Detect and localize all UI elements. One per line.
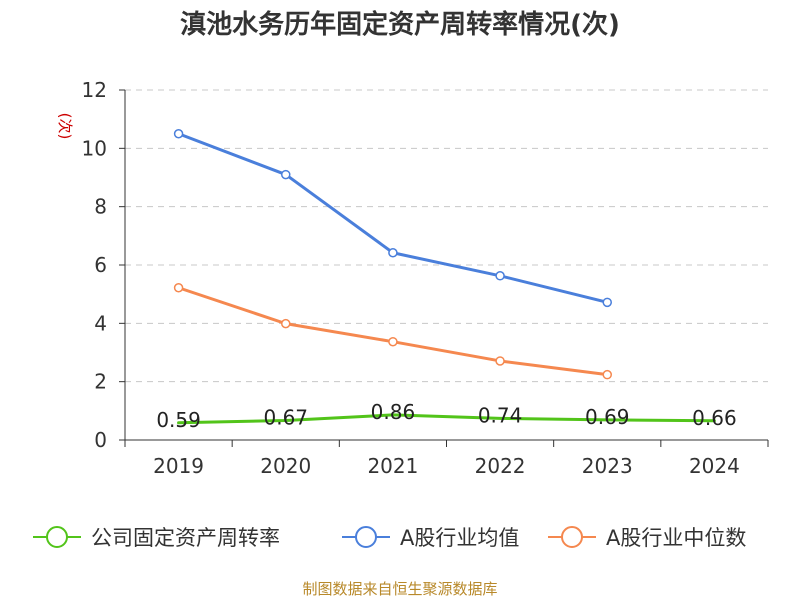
data-label: 0.69 [585,405,630,429]
x-tick-label: 2021 [367,454,418,478]
data-label: 0.59 [156,408,201,432]
y-tick-label: 8 [94,195,107,219]
data-label: 0.74 [478,403,523,427]
legend-marker-icon [355,526,377,548]
y-tick-label: 2 [94,370,107,394]
chart-title: 滇池水务历年固定资产周转率情况(次) [180,10,620,40]
x-tick-label: 2023 [582,454,633,478]
legend-label: 公司固定资产周转率 [91,526,280,550]
grid-lines [125,89,768,383]
y-tick-label: 6 [94,253,107,277]
legend-item[interactable]: A股行业中位数 [548,526,746,550]
data-point[interactable] [388,336,398,347]
x-tick-label: 2020 [260,454,311,478]
data-point[interactable] [495,356,505,366]
data-point[interactable] [602,297,612,308]
data-point[interactable] [602,369,612,380]
data-point[interactable] [388,248,398,258]
y-tick-label: 12 [82,78,107,102]
legend-item[interactable]: 公司固定资产周转率 [33,526,280,550]
y-tick-label: 4 [94,311,107,335]
y-tick-label: 0 [94,428,107,452]
x-tick-label: 2022 [475,454,526,478]
axes: 0 2 4 6 8 10 12 (次) 2019 2020 2021 2022 2023 2024 [56,78,769,478]
data-labels: 0.59 0.67 0.86 0.74 0.69 0.66 [156,400,736,432]
x-tick-label: 2024 [689,454,740,478]
data-label: 0.67 [263,405,308,429]
data-point[interactable] [173,129,184,139]
legend-item[interactable]: A股行业均值 [342,526,519,550]
legend-marker-icon [561,526,583,548]
data-label: 0.86 [371,400,416,424]
series-line [177,286,609,377]
x-tick-label: 2019 [153,454,204,478]
data-source-note: 制图数据来自恒生聚源数据库 [302,580,498,598]
legend-label: A股行业均值 [400,526,519,550]
data-point[interactable] [281,169,291,180]
data-label: 0.66 [692,406,737,430]
series-line [177,132,609,304]
data-point[interactable] [281,318,291,329]
data-point[interactable] [495,271,505,281]
y-tick-label: 10 [82,136,107,160]
series-layer [173,129,716,425]
legend-label: A股行业中位数 [606,526,746,550]
series-line [177,413,716,425]
y-axis-unit-label: (次) [56,113,74,140]
legend[interactable]: 公司固定资产周转率 A股行业均值 A股行业中位数 [33,526,746,550]
data-point[interactable] [173,283,184,293]
legend-marker-icon [46,526,68,548]
